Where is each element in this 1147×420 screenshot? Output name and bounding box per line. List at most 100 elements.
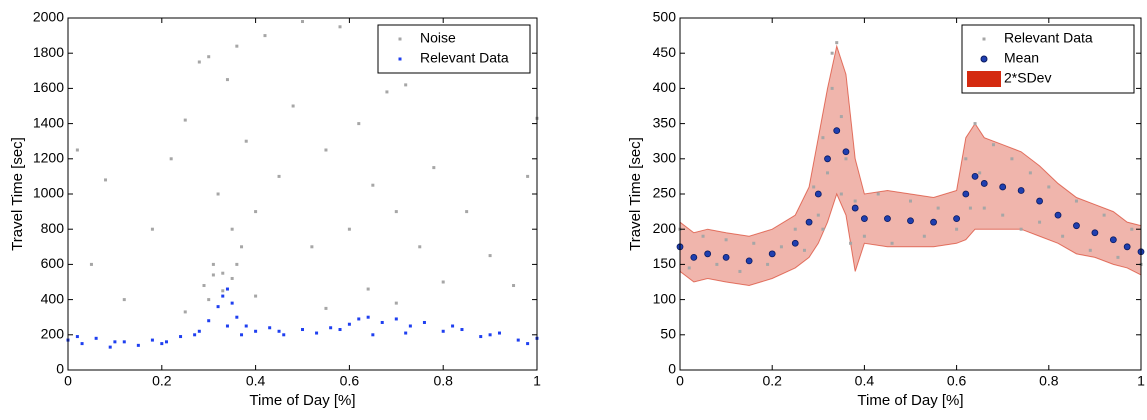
mean-point xyxy=(722,253,730,261)
legend-marker xyxy=(982,37,986,41)
data-point xyxy=(687,266,691,270)
legend-marker xyxy=(980,55,988,63)
y-tick-label: 50 xyxy=(660,326,676,342)
data-point xyxy=(291,104,295,108)
plot-area xyxy=(68,18,537,370)
data-point xyxy=(371,333,375,337)
data-point xyxy=(301,20,304,24)
y-tick-label: 100 xyxy=(653,290,677,306)
data-point xyxy=(183,310,187,314)
data-point xyxy=(366,287,370,291)
data-point xyxy=(221,271,225,275)
data-point xyxy=(835,41,839,45)
data-point xyxy=(853,199,857,203)
mean-point xyxy=(999,183,1007,191)
data-point xyxy=(366,315,370,319)
data-point xyxy=(230,276,234,280)
mean-point xyxy=(1036,197,1043,205)
data-point xyxy=(240,245,244,249)
data-point xyxy=(793,227,797,231)
data-point xyxy=(104,178,108,182)
data-point xyxy=(724,238,728,242)
data-point xyxy=(179,335,183,339)
data-point xyxy=(207,298,211,302)
data-point xyxy=(183,118,187,122)
y-tick-label: 1600 xyxy=(33,79,64,95)
data-point xyxy=(964,157,968,161)
data-point xyxy=(1047,185,1051,189)
y-tick-label: 600 xyxy=(41,255,65,271)
data-point xyxy=(136,343,140,347)
x-tick-label: 0.2 xyxy=(152,373,172,389)
mean-point xyxy=(930,218,937,226)
data-point xyxy=(488,333,492,337)
y-tick-label: 1000 xyxy=(33,185,64,201)
data-point xyxy=(225,287,229,291)
data-point xyxy=(193,333,197,337)
data-point xyxy=(982,206,986,210)
x-tick-label: 0 xyxy=(676,373,684,389)
data-point xyxy=(1038,220,1042,224)
data-point xyxy=(357,122,361,126)
data-point xyxy=(1061,234,1065,238)
mean-point xyxy=(1091,229,1099,237)
data-point xyxy=(802,248,806,252)
mean-point xyxy=(805,218,813,226)
y-tick-label: 200 xyxy=(653,220,677,236)
y-tick-label: 350 xyxy=(653,114,677,130)
data-point xyxy=(150,227,154,231)
data-point xyxy=(338,328,342,332)
data-point xyxy=(113,340,117,344)
mean-point xyxy=(791,239,799,247)
data-point xyxy=(122,298,126,302)
data-point xyxy=(812,185,816,189)
data-point xyxy=(479,335,483,339)
data-point xyxy=(441,280,445,284)
mean-point xyxy=(953,215,960,223)
data-point xyxy=(862,234,866,238)
data-point xyxy=(715,262,719,266)
data-point xyxy=(221,294,225,298)
x-tick-label: 0.8 xyxy=(433,373,453,389)
data-point xyxy=(211,262,215,266)
data-point xyxy=(839,115,843,119)
x-axis-label: Time of Day [%] xyxy=(857,392,963,409)
data-point xyxy=(516,338,520,342)
data-point xyxy=(263,34,267,38)
data-point xyxy=(968,206,972,210)
data-point xyxy=(315,331,319,335)
data-point xyxy=(235,262,239,266)
data-point xyxy=(207,319,211,323)
data-point xyxy=(268,326,272,330)
data-point xyxy=(230,227,234,231)
x-tick-label: 0 xyxy=(64,373,72,389)
legend-label: Relevant Data xyxy=(1004,30,1093,46)
mean-point xyxy=(824,155,831,163)
data-point xyxy=(324,148,328,152)
mean-point xyxy=(1017,187,1025,194)
mean-point xyxy=(745,257,753,265)
data-point xyxy=(1028,171,1032,175)
x-tick-label: 1 xyxy=(1137,373,1145,389)
data-point xyxy=(75,148,79,152)
data-point xyxy=(991,143,995,147)
mean-point xyxy=(814,190,822,198)
mean-point xyxy=(851,204,859,212)
data-point xyxy=(235,44,239,48)
mean-point xyxy=(704,250,712,258)
y-tick-label: 2000 xyxy=(33,9,64,25)
data-point xyxy=(240,333,244,337)
mean-point xyxy=(1073,222,1080,230)
y-tick-label: 150 xyxy=(653,255,677,271)
data-point xyxy=(380,320,384,324)
x-tick-label: 0.6 xyxy=(947,373,967,389)
data-point xyxy=(1102,213,1106,217)
data-point xyxy=(876,192,880,196)
mean-point xyxy=(833,127,841,135)
data-point xyxy=(160,342,164,346)
data-point xyxy=(122,340,126,344)
data-point xyxy=(701,234,705,238)
data-point xyxy=(955,227,959,231)
data-point xyxy=(207,55,211,59)
